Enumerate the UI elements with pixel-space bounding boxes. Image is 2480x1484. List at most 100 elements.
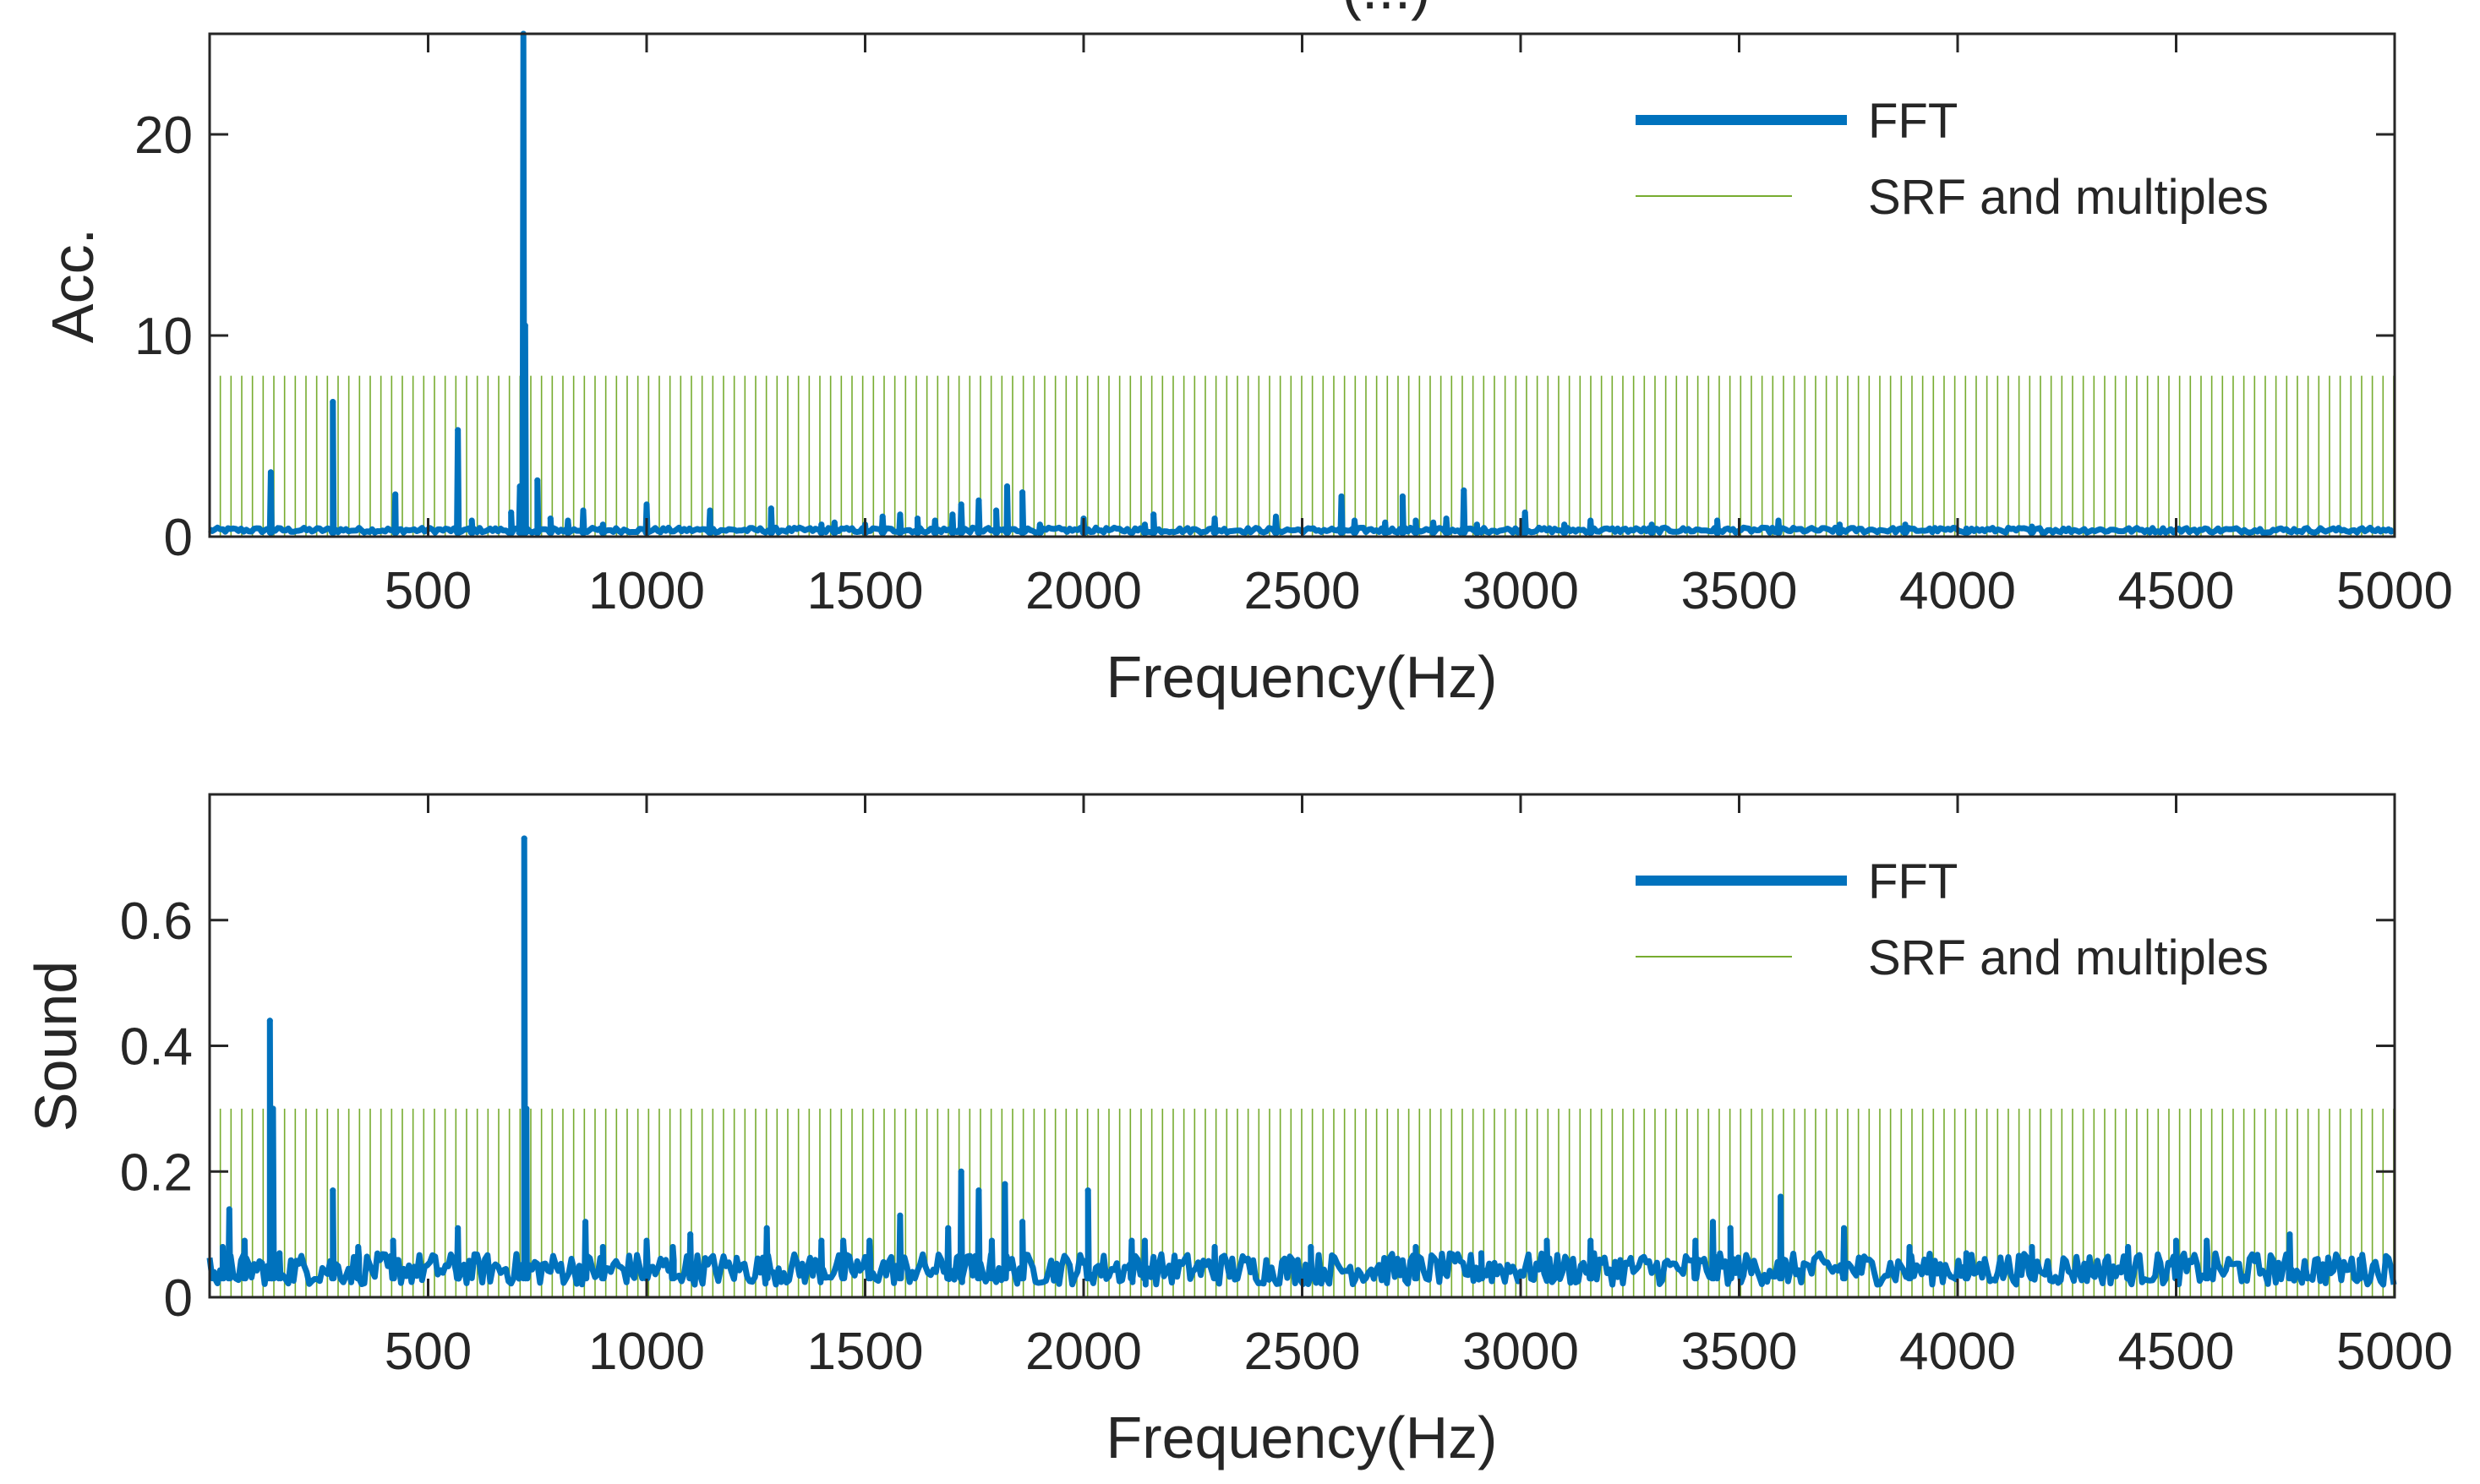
y-tick-label: 10: [134, 308, 193, 366]
fft-peak: [818, 521, 825, 528]
x-tick-label: 2000: [1025, 1323, 1142, 1381]
x-tick-label: 2500: [1244, 1323, 1361, 1381]
fft-peak: [1412, 517, 1419, 524]
fft-peak: [763, 1225, 770, 1231]
fft-peak: [958, 1168, 964, 1175]
fft-peak: [975, 1187, 982, 1194]
fft-peak: [2204, 1237, 2210, 1244]
x-tick-label: 3000: [1462, 562, 1579, 620]
fft-trace-acc: [208, 30, 2396, 536]
fft-peak: [1461, 487, 1467, 494]
x-tick-label: 2500: [1244, 562, 1361, 620]
legend-sound: FFT SRF and multiples: [1636, 854, 2269, 985]
fft-peak: [270, 1105, 276, 1112]
fft-peak: [1308, 1244, 1314, 1250]
fft-peak: [1727, 1225, 1734, 1231]
fft-peak: [1019, 489, 1026, 496]
fft-peak: [1906, 1244, 1913, 1250]
panel-sound: 500 1000 1500 2000 2500 3000 3500 4000 4500 5000 0…: [23, 793, 2453, 1470]
fft-peak: [1004, 483, 1011, 489]
fft-peak: [1382, 519, 1389, 526]
fft-peak: [392, 491, 399, 498]
fft-peak: [993, 507, 1000, 514]
fft-peak: [2029, 523, 2035, 530]
fft-peak: [643, 501, 650, 508]
ylabel-acc: Acc.: [40, 228, 106, 343]
legend-fft-label: FFT: [1868, 854, 1958, 909]
x-tick-label: 4500: [2118, 1323, 2235, 1381]
fft-peak: [455, 1225, 462, 1231]
fft-peak: [1019, 1219, 1026, 1225]
y-tick-label: 0.2: [120, 1143, 193, 1202]
fft-peak: [1399, 493, 1406, 499]
fft-peak: [949, 511, 956, 518]
legend-srf-label: SRF and multiples: [1868, 170, 2269, 225]
fft-peak: [1963, 1250, 1969, 1257]
fft-peak: [1775, 517, 1782, 524]
ticks-sound: 500 1000 1500 2000 2500 3000 3500 4000 4500 5000 0…: [120, 794, 2453, 1381]
x-tick-label: 500: [385, 562, 472, 620]
fft-peak: [1412, 1244, 1419, 1250]
panel-acc: 500 1000 1500 2000 2500 3000 3500 4000 4500 5000 0…: [40, 30, 2453, 710]
fft-peak: [1141, 1237, 1148, 1244]
fft-peak: [2173, 1237, 2179, 1244]
fft-peak: [669, 1244, 676, 1250]
legend-fft-label: FFT: [1868, 94, 1958, 149]
fft-peak: [931, 517, 938, 524]
legend-srf-label: SRF and multiples: [1868, 930, 2269, 985]
y-tick-label: 20: [134, 106, 193, 165]
fft-trace-sound: [206, 835, 2397, 1288]
fft-peak: [831, 519, 838, 526]
fft-peak: [355, 1244, 362, 1250]
fft-peak: [1128, 1237, 1135, 1244]
fft-peak: [1778, 1193, 1784, 1200]
fft-peak: [1211, 1244, 1218, 1250]
fft-peak: [1836, 521, 1843, 528]
fft-peak: [582, 1219, 589, 1225]
fft-peak: [468, 517, 475, 524]
clipped-title: (...): [1342, 0, 1431, 21]
ylabel-sound: Sound: [23, 961, 89, 1132]
fft-peak: [1521, 509, 1528, 516]
fft-peak: [1084, 1187, 1091, 1194]
fft-peak: [565, 517, 571, 524]
fft-peak: [241, 1237, 248, 1244]
fft-peak: [1709, 1219, 1716, 1225]
fft-peak: [818, 1237, 825, 1244]
fft-peak: [455, 427, 462, 434]
fft-peak: [1478, 1250, 1484, 1257]
fft-peak: [521, 835, 527, 842]
x-tick-label: 4000: [1899, 1323, 2016, 1381]
x-tick-label: 1500: [807, 1323, 924, 1381]
fft-peak: [2286, 1231, 2293, 1238]
y-tick-label: 0: [164, 509, 193, 567]
fft-peak: [1473, 521, 1480, 528]
fft-peak: [226, 1206, 232, 1213]
fft-peak: [266, 1018, 273, 1024]
x-tick-label: 3500: [1681, 1323, 1798, 1381]
fft-peak: [547, 516, 554, 522]
x-tick-label: 4500: [2118, 562, 2235, 620]
fft-peak: [2125, 1244, 2132, 1250]
fft-peak: [1141, 521, 1148, 528]
fft-peak: [1430, 519, 1437, 526]
x-tick-label: 3000: [1462, 1323, 1579, 1381]
fft-peak: [599, 1244, 606, 1250]
x-tick-label: 5000: [2336, 562, 2453, 620]
x-tick-label: 3500: [1681, 562, 1798, 620]
fft-peak: [1963, 525, 1969, 532]
fft-peak: [1443, 516, 1450, 522]
fft-peak: [1272, 513, 1279, 520]
y-tick-label: 0.4: [120, 1018, 193, 1077]
fft-peak: [1692, 1237, 1699, 1244]
fft-peak: [1150, 511, 1157, 518]
fft-peak: [975, 497, 982, 504]
x-tick-label: 1000: [588, 562, 705, 620]
fft-peak: [897, 1212, 904, 1219]
fft-peak: [2357, 1256, 2363, 1263]
fft-peak: [988, 1237, 995, 1244]
fft-peak: [534, 477, 541, 483]
fft-peak: [687, 1231, 694, 1238]
fft-peak: [767, 505, 774, 512]
